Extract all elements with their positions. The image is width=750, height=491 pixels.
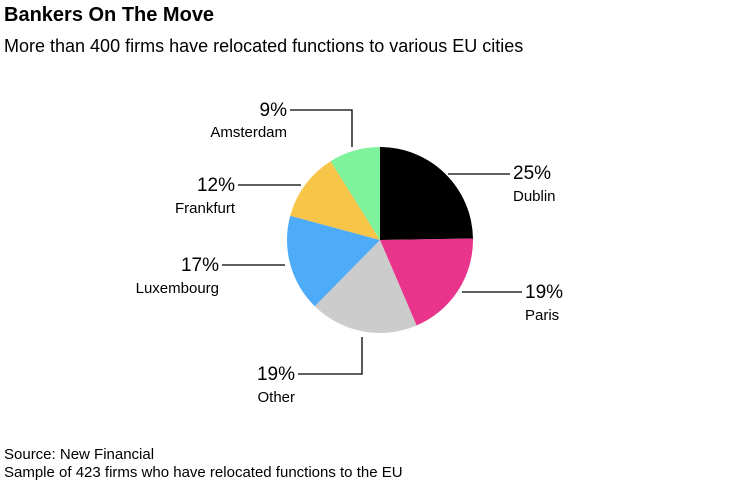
pie-slice-frankfurt: [290, 161, 380, 240]
category-label-frankfurt: Frankfurt: [175, 200, 236, 217]
pie-slice-other: [314, 240, 417, 333]
category-label-paris: Paris: [525, 307, 559, 324]
category-label-luxembourg: Luxembourg: [136, 280, 219, 297]
sample-note: Sample of 423 firms who have relocated f…: [4, 464, 403, 481]
leader-line-other: [298, 337, 363, 375]
value-label-dublin: 25%: [513, 163, 551, 184]
value-label-other: 19%: [257, 364, 295, 385]
leader-line-amsterdam: [290, 109, 353, 147]
pie-slice-dublin: [380, 147, 473, 240]
value-label-amsterdam: 9%: [260, 100, 288, 121]
pie-slice-luxembourg: [286, 215, 380, 307]
value-label-paris: 19%: [525, 282, 563, 303]
value-label-frankfurt: 12%: [197, 175, 235, 196]
category-label-amsterdam: Amsterdam: [210, 124, 287, 141]
chart-title: Bankers On The Move: [4, 4, 215, 26]
category-label-dublin: Dublin: [513, 188, 556, 205]
value-label-luxembourg: 17%: [181, 255, 219, 276]
category-label-other: Other: [257, 389, 295, 406]
pie-slice-paris: [380, 238, 473, 326]
source-note: Source: New Financial: [4, 446, 155, 463]
pie-slice-amsterdam: [330, 147, 380, 240]
chart-subtitle: More than 400 firms have relocated funct…: [4, 36, 524, 56]
